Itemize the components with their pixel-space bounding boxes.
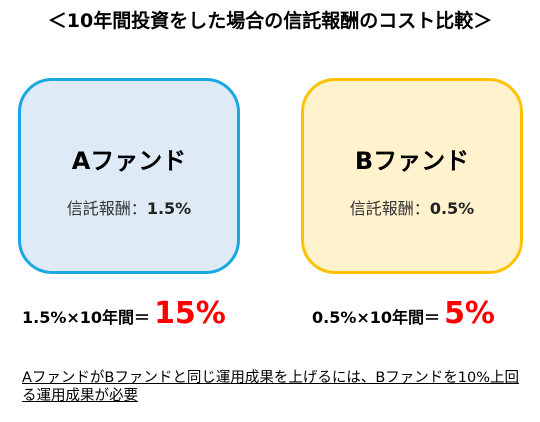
fund-a-fee-label: 信託報酬：: [66, 199, 147, 218]
fund-b-fee: 信託報酬：0.5%: [304, 195, 520, 219]
fund-a-formula: 1.5%×10年間＝: [22, 308, 151, 327]
fund-b-formula: 0.5%×10年間＝: [312, 308, 441, 327]
fund-a-fee: 信託報酬：1.5%: [21, 195, 237, 219]
fund-a-result: 15%: [154, 296, 226, 331]
fund-b-card: Bファンド 信託報酬：0.5%: [301, 78, 523, 274]
fund-a-card: Aファンド 信託報酬：1.5%: [18, 78, 240, 274]
fund-a-name: Aファンド: [71, 147, 187, 175]
fund-b-calculation: 0.5%×10年間＝ 5%: [312, 296, 495, 336]
fund-a-calculation: 1.5%×10年間＝ 15%: [22, 296, 226, 336]
fund-b-name: Bファンド: [354, 147, 470, 175]
fund-b-fee-label: 信託報酬：: [349, 199, 430, 218]
conclusion-note: AファンドがBファンドと同じ運用成果を上げるには、Bファンドを10%上回る運用成…: [22, 370, 520, 404]
fund-b-result: 5%: [444, 296, 495, 331]
fund-b-fee-value: 0.5%: [429, 199, 475, 218]
page-title: ＜10年間投資をした場合の信託報酬のコスト比較＞: [47, 10, 493, 32]
fund-a-fee-value: 1.5%: [146, 199, 192, 218]
